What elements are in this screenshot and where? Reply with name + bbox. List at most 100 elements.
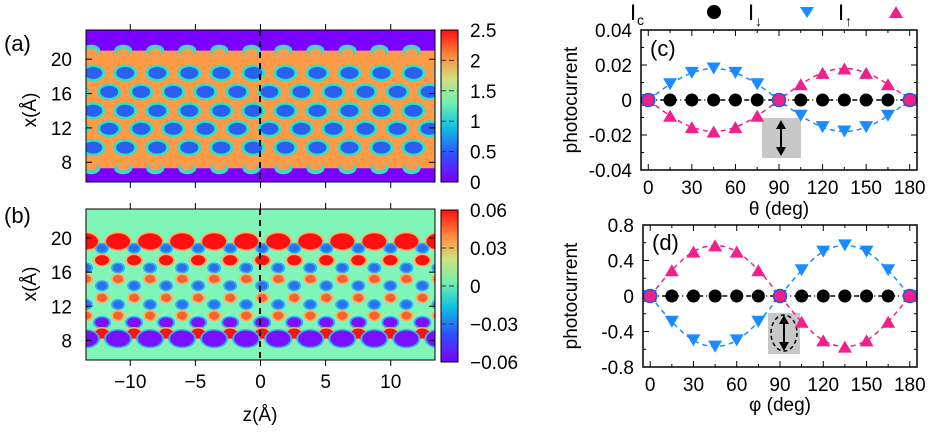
- data-point-i-down: [793, 109, 808, 122]
- colorbar-a: [440, 29, 459, 183]
- legend-entry-idown: I ↓: [748, 0, 814, 29]
- colorbar-ticks-b: −0.06 −0.03 0 0.03 0.06: [441, 201, 518, 374]
- data-point-overlap: [642, 288, 658, 304]
- panel-label-d: (d): [652, 230, 679, 255]
- spin-lobe-negative: [97, 281, 108, 290]
- spin-lobe-positive: [255, 255, 270, 266]
- data-point-overlap: [902, 288, 918, 304]
- edge-bump-top-core: [277, 48, 290, 57]
- spin-lobe-positive: [401, 311, 412, 320]
- arrow-up-head-icon: [779, 315, 789, 324]
- spin-lobe-negative: [191, 317, 206, 328]
- spin-lobe-positive: [223, 255, 238, 266]
- spin-lobe-negative: [394, 330, 419, 347]
- spin-lobe-positive: [161, 293, 172, 302]
- legend-label-idown: I: [748, 0, 754, 25]
- ytick-label: 8: [61, 331, 72, 352]
- colorbar-tick-label: 2.5: [470, 21, 496, 42]
- spin-lobe-negative: [113, 300, 124, 309]
- density-hole: [372, 104, 391, 117]
- density-hole: [100, 122, 119, 135]
- legend-entry-iup: I ↑: [838, 0, 903, 29]
- spin-lobe-positive: [209, 274, 220, 283]
- spin-lobe-positive: [113, 274, 124, 283]
- spin-lobe-negative: [170, 330, 195, 347]
- spin-lobe-positive: [273, 274, 284, 283]
- data-point-i-up: [728, 121, 743, 134]
- spin-lobe-positive: [234, 233, 259, 250]
- xtick-label: 0: [643, 178, 654, 199]
- data-point-i-down: [664, 315, 679, 328]
- density-hole: [212, 104, 231, 117]
- density-hole: [86, 141, 103, 154]
- spin-lobe-negative: [159, 317, 174, 328]
- spin-lobe-positive: [289, 293, 300, 302]
- spin-lobe-negative: [225, 244, 236, 253]
- density-hole: [196, 85, 215, 98]
- spin-lobe-negative: [369, 300, 380, 309]
- xlabel-d: φ (deg): [749, 395, 811, 416]
- legend-sub-idown: ↓: [755, 13, 762, 29]
- data-point-i-up: [751, 264, 766, 277]
- spin-lobe-rim: [431, 310, 435, 321]
- spin-lobe-negative: [209, 263, 220, 272]
- spin-lobe-negative: [353, 244, 364, 253]
- spin-lobe-positive: [369, 274, 380, 283]
- density-hole: [164, 122, 183, 135]
- ytick-labels-c: -0.04 -0.02 0 0.02 0.04: [589, 21, 633, 182]
- data-point-i-down: [880, 109, 895, 122]
- spin-lobe-negative: [266, 330, 291, 347]
- colorbar-tick-label: −0.03: [470, 315, 518, 336]
- data-point-i-up: [664, 264, 679, 277]
- density-hole: [100, 85, 119, 98]
- arrow-down-head-icon: [779, 342, 789, 351]
- density-hole: [404, 104, 423, 117]
- data-point-i-down: [859, 121, 874, 134]
- spin-lobe-negative: [138, 330, 163, 347]
- xtick-label: 30: [681, 178, 702, 199]
- data-point-i-up: [859, 334, 874, 347]
- spin-lobe-negative: [321, 281, 332, 290]
- density-hole: [212, 66, 231, 79]
- spin-lobe-positive: [145, 274, 156, 283]
- spin-lobe-positive: [321, 293, 332, 302]
- spin-lobe-positive: [191, 255, 206, 266]
- edge-bump-bottom-core: [213, 162, 226, 171]
- data-point-i-down: [794, 264, 809, 277]
- density-hole-rim: [86, 86, 90, 98]
- density-hole: [116, 66, 135, 79]
- colorbar-tick-label: 0.03: [470, 239, 507, 260]
- ytick-label: 0.04: [595, 21, 632, 42]
- density-hole: [86, 66, 103, 79]
- xtick-labels-b: −10 −5 0 5 10: [114, 372, 401, 393]
- legend-entry-ic: I c: [630, 0, 721, 28]
- spin-lobe-positive: [351, 255, 366, 266]
- density-hole: [52, 105, 70, 117]
- spin-lobe-positive: [273, 311, 284, 320]
- data-point-i-up: [837, 340, 852, 353]
- density-hole-rim: [86, 123, 90, 135]
- data-point-i-up: [881, 315, 896, 328]
- ytick-label: 16: [51, 85, 72, 106]
- data-point-overlap: [641, 92, 656, 108]
- spin-lobe-negative: [202, 330, 227, 347]
- spin-lobe-positive: [138, 233, 163, 250]
- density-hole: [164, 85, 183, 98]
- arrow-up-head-icon: [776, 120, 786, 129]
- density-hole: [244, 141, 263, 154]
- density-hole: [196, 122, 215, 135]
- spin-lobe-negative: [106, 330, 131, 347]
- spin-lobe-negative: [415, 317, 430, 328]
- density-hole: [308, 66, 327, 79]
- data-point-i-c: [816, 289, 830, 303]
- density-hole: [276, 104, 295, 117]
- density-hole: [372, 66, 391, 79]
- xlabel-c: θ (deg): [749, 199, 809, 220]
- data-point-i-c: [837, 93, 851, 107]
- spin-lobe-positive: [225, 293, 236, 302]
- spin-lobe-negative: [330, 330, 355, 347]
- spin-lobe-negative: [177, 300, 188, 309]
- xtick-label: 5: [320, 372, 331, 393]
- spin-lobe-negative: [273, 263, 284, 272]
- spin-lobe-negative: [289, 281, 300, 290]
